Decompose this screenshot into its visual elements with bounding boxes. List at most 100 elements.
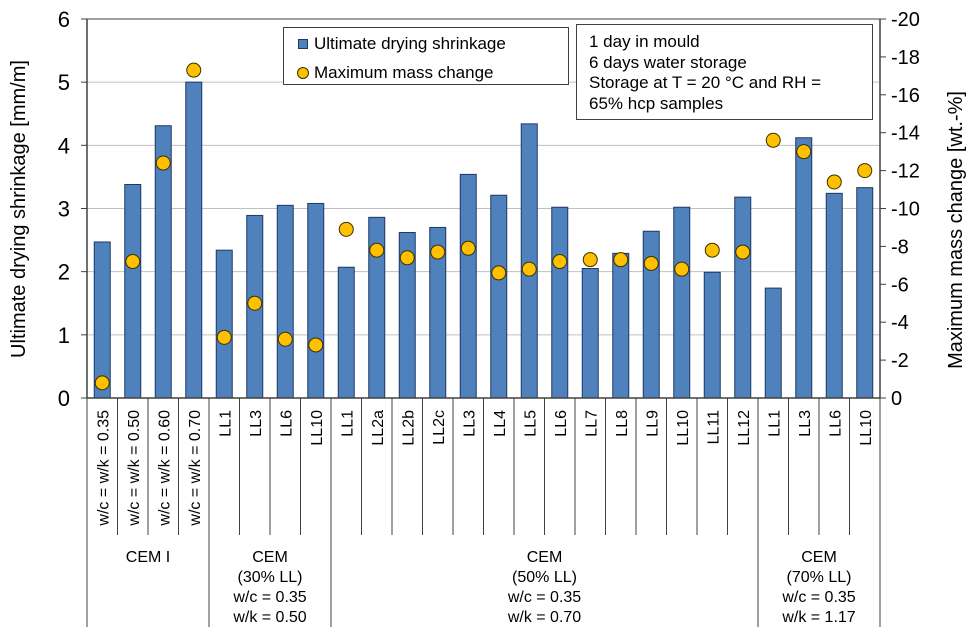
mass-change-point [186, 62, 202, 78]
y-tick-label: 4 [58, 133, 70, 158]
x-category-label: LL6 [553, 410, 570, 437]
y2-tick-label: -10 [891, 199, 920, 221]
bar [764, 287, 782, 399]
x-group-label: w/c = 0.35 [232, 589, 306, 606]
y2-tick-label: -14 [891, 123, 920, 145]
y2-tick-label: -20 [891, 9, 920, 31]
x-category-label: LL3 [248, 410, 265, 437]
x-category-label: LL8 [614, 410, 631, 437]
annotation-line: 65% hcp samples [589, 93, 724, 113]
bar [93, 241, 111, 399]
bar [185, 81, 203, 399]
annotation-box: 1 day in mould 6 days water storage Stor… [576, 24, 873, 120]
x-category-label: LL6 [278, 410, 295, 437]
y2-tick-label: -6 [891, 274, 909, 296]
x-category-label: LL1 [339, 410, 356, 437]
x-group-label: w/c = 0.35 [507, 589, 581, 606]
y2-tick-label: -12 [891, 161, 920, 183]
mass-change-point [857, 163, 873, 179]
x-category-label: LL9 [644, 410, 661, 437]
x-category-label: LL2b [400, 410, 417, 446]
mass-change-point [247, 295, 263, 311]
mass-change-point [765, 132, 781, 148]
x-group-label: (50% LL) [512, 569, 577, 586]
mass-change-point [430, 244, 446, 260]
bar [307, 202, 325, 399]
x-category-label: LL3 [461, 410, 478, 437]
left-axis-ticks: 0 1 2 3 4 5 6 [58, 7, 87, 411]
x-group-labels: CEM I CEM (30% LL) w/c = 0.35 w/k = 0.50 CEM (… [126, 549, 856, 626]
x-group-label: w/c = 0.35 [781, 589, 855, 606]
mass-change-series [94, 62, 873, 391]
mass-change-point [94, 375, 110, 391]
mass-change-point [796, 144, 812, 160]
y2-axis-label: Maximum mass change [wt.-%] [945, 91, 967, 369]
y-tick-label: 0 [58, 386, 70, 411]
y-tick-label: 3 [58, 197, 70, 222]
mass-change-point [399, 250, 415, 266]
bar [520, 123, 538, 399]
x-group-label: CEM [801, 549, 837, 566]
bar-series [93, 81, 874, 399]
y2-tick-label: 0 [891, 388, 902, 410]
legend-item-mass-change: Maximum mass change [297, 63, 494, 83]
y-tick-label: 2 [58, 260, 70, 285]
bar [215, 249, 233, 399]
mass-change-point [125, 254, 141, 270]
x-category-label: LL5 [522, 410, 539, 437]
mass-change-point [491, 265, 507, 281]
x-category-label: LL1 [766, 410, 783, 437]
mass-change-point [613, 252, 629, 268]
x-group-label: w/k = 0.50 [232, 609, 306, 626]
bar [856, 187, 874, 399]
x-category-label: LL6 [827, 410, 844, 437]
x-group-label: w/k = 1.17 [781, 609, 855, 626]
x-category-label: LL4 [492, 410, 509, 437]
x-group-label: w/k = 0.70 [507, 609, 581, 626]
right-axis-ticks: 0 -2 -4 -6 -8 -10 -12 -14 -16 -18 -20 [880, 9, 920, 410]
mass-change-point [216, 329, 232, 345]
mass-change-point [704, 242, 720, 258]
x-category-labels: w/c = w/k = 0.35 w/c = w/k = 0.50 w/c = w/… [86, 398, 881, 627]
legend-dot-swatch [297, 67, 309, 79]
x-category-label: LL12 [736, 410, 753, 446]
mass-change-point [735, 244, 751, 260]
mass-change-point [674, 261, 690, 277]
mass-change-point [582, 252, 598, 268]
y2-tick-label: -16 [891, 85, 920, 107]
x-category-label: w/c = w/k = 0.70 [187, 410, 204, 527]
bar [551, 206, 569, 399]
x-category-label: LL3 [797, 410, 814, 437]
mass-change-point [369, 242, 385, 258]
mass-change-point [338, 221, 354, 237]
x-group-label: CEM [252, 549, 288, 566]
x-category-label: LL2c [431, 410, 448, 445]
bar [337, 266, 355, 399]
x-category-label: LL10 [858, 410, 875, 446]
bar [459, 173, 477, 399]
legend: Ultimate drying shrinkage Maximum mass c… [283, 27, 569, 85]
y-axis-label: Ultimate drying shrinkage [mm/m] [8, 60, 30, 358]
y2-tick-label: -2 [891, 350, 909, 372]
bar [795, 137, 813, 399]
y2-tick-label: -8 [891, 236, 909, 258]
bar [124, 183, 142, 399]
bar [490, 194, 508, 399]
bar [581, 268, 599, 399]
y-tick-label: 5 [58, 70, 70, 95]
bar [825, 192, 843, 399]
x-category-label: LL1 [217, 410, 234, 437]
mass-change-point [643, 255, 659, 271]
x-group-label: CEM I [126, 549, 170, 566]
mass-change-point [460, 240, 476, 256]
mass-change-point [277, 331, 293, 347]
bar [276, 204, 294, 399]
y2-tick-label: -4 [891, 312, 909, 334]
x-group-label: (30% LL) [238, 569, 303, 586]
x-category-label: LL10 [309, 410, 326, 446]
x-category-label: w/c = w/k = 0.35 [95, 410, 112, 527]
y-tick-label: 6 [58, 7, 70, 32]
mass-change-point [308, 337, 324, 353]
x-category-label: LL7 [583, 410, 600, 437]
